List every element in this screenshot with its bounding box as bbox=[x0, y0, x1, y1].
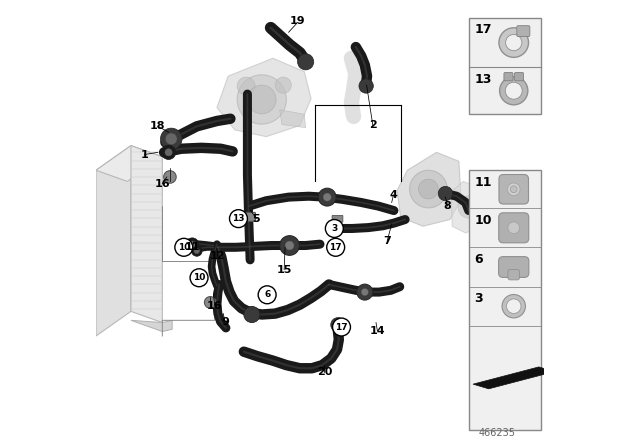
Text: 11: 11 bbox=[474, 176, 492, 189]
FancyBboxPatch shape bbox=[499, 213, 529, 243]
Circle shape bbox=[323, 193, 332, 201]
FancyBboxPatch shape bbox=[468, 18, 541, 114]
Circle shape bbox=[508, 183, 520, 196]
Text: 2: 2 bbox=[369, 121, 377, 130]
Text: 9: 9 bbox=[221, 317, 229, 327]
Text: 3: 3 bbox=[474, 292, 483, 305]
FancyBboxPatch shape bbox=[515, 73, 524, 81]
Circle shape bbox=[356, 284, 373, 300]
Text: 4: 4 bbox=[390, 190, 397, 200]
Polygon shape bbox=[131, 320, 172, 332]
Text: 3: 3 bbox=[332, 224, 337, 233]
Text: 17: 17 bbox=[335, 323, 348, 332]
Polygon shape bbox=[96, 146, 163, 181]
Text: 7: 7 bbox=[383, 236, 391, 246]
FancyBboxPatch shape bbox=[241, 212, 255, 221]
Polygon shape bbox=[397, 152, 461, 226]
Circle shape bbox=[327, 238, 344, 256]
Circle shape bbox=[194, 248, 200, 254]
Text: 10: 10 bbox=[193, 273, 205, 282]
Text: 19: 19 bbox=[290, 16, 305, 26]
Circle shape bbox=[204, 297, 216, 308]
FancyBboxPatch shape bbox=[499, 257, 529, 277]
Circle shape bbox=[510, 186, 517, 193]
Circle shape bbox=[237, 75, 287, 124]
Circle shape bbox=[285, 241, 294, 250]
Circle shape bbox=[190, 269, 208, 287]
FancyBboxPatch shape bbox=[517, 26, 530, 37]
Text: 5: 5 bbox=[253, 214, 260, 224]
Circle shape bbox=[506, 299, 521, 314]
Circle shape bbox=[361, 289, 369, 296]
Polygon shape bbox=[217, 58, 311, 137]
Circle shape bbox=[359, 79, 373, 93]
Text: 6: 6 bbox=[264, 290, 270, 299]
Text: 466235: 466235 bbox=[479, 428, 515, 438]
Circle shape bbox=[506, 34, 522, 51]
FancyBboxPatch shape bbox=[468, 170, 541, 430]
Circle shape bbox=[161, 128, 182, 150]
FancyBboxPatch shape bbox=[508, 270, 520, 280]
Circle shape bbox=[165, 149, 172, 156]
Circle shape bbox=[502, 294, 525, 318]
Polygon shape bbox=[131, 146, 163, 323]
Text: 6: 6 bbox=[474, 253, 483, 266]
Text: 10: 10 bbox=[474, 214, 492, 227]
Text: 20: 20 bbox=[317, 367, 332, 377]
Polygon shape bbox=[473, 367, 554, 389]
Circle shape bbox=[438, 186, 452, 201]
Polygon shape bbox=[451, 181, 486, 233]
Text: 8: 8 bbox=[444, 201, 452, 211]
Circle shape bbox=[186, 238, 198, 250]
Circle shape bbox=[331, 318, 345, 332]
Circle shape bbox=[175, 238, 193, 256]
FancyBboxPatch shape bbox=[504, 73, 513, 81]
Circle shape bbox=[258, 286, 276, 304]
Circle shape bbox=[191, 246, 202, 256]
Circle shape bbox=[165, 133, 177, 145]
Circle shape bbox=[248, 85, 276, 114]
FancyBboxPatch shape bbox=[499, 175, 529, 204]
Circle shape bbox=[505, 82, 522, 99]
Text: 1: 1 bbox=[141, 150, 148, 159]
Text: 12: 12 bbox=[210, 251, 226, 261]
Circle shape bbox=[230, 210, 248, 228]
Text: 16: 16 bbox=[207, 301, 223, 310]
Text: 13: 13 bbox=[474, 73, 492, 86]
Circle shape bbox=[419, 179, 438, 199]
Circle shape bbox=[500, 77, 528, 105]
Text: 11: 11 bbox=[184, 242, 200, 252]
Polygon shape bbox=[280, 110, 306, 128]
Text: 17: 17 bbox=[474, 23, 492, 36]
Circle shape bbox=[161, 145, 176, 159]
Circle shape bbox=[244, 306, 260, 323]
Text: 13: 13 bbox=[232, 214, 244, 223]
FancyBboxPatch shape bbox=[332, 215, 343, 222]
Circle shape bbox=[280, 236, 300, 255]
Text: 16: 16 bbox=[154, 179, 170, 189]
Circle shape bbox=[275, 77, 291, 93]
Circle shape bbox=[499, 28, 529, 57]
Text: 15: 15 bbox=[276, 265, 292, 275]
Circle shape bbox=[333, 318, 351, 336]
Circle shape bbox=[508, 222, 520, 234]
Circle shape bbox=[318, 188, 336, 206]
Text: 17: 17 bbox=[330, 243, 342, 252]
Circle shape bbox=[410, 170, 447, 208]
Text: 10: 10 bbox=[178, 243, 190, 252]
Circle shape bbox=[325, 220, 343, 237]
Text: 18: 18 bbox=[150, 121, 166, 131]
Circle shape bbox=[189, 241, 195, 247]
Text: 14: 14 bbox=[369, 326, 385, 336]
Circle shape bbox=[164, 171, 176, 183]
Circle shape bbox=[237, 77, 255, 95]
Circle shape bbox=[458, 196, 481, 218]
Polygon shape bbox=[96, 146, 131, 336]
Circle shape bbox=[298, 54, 314, 70]
